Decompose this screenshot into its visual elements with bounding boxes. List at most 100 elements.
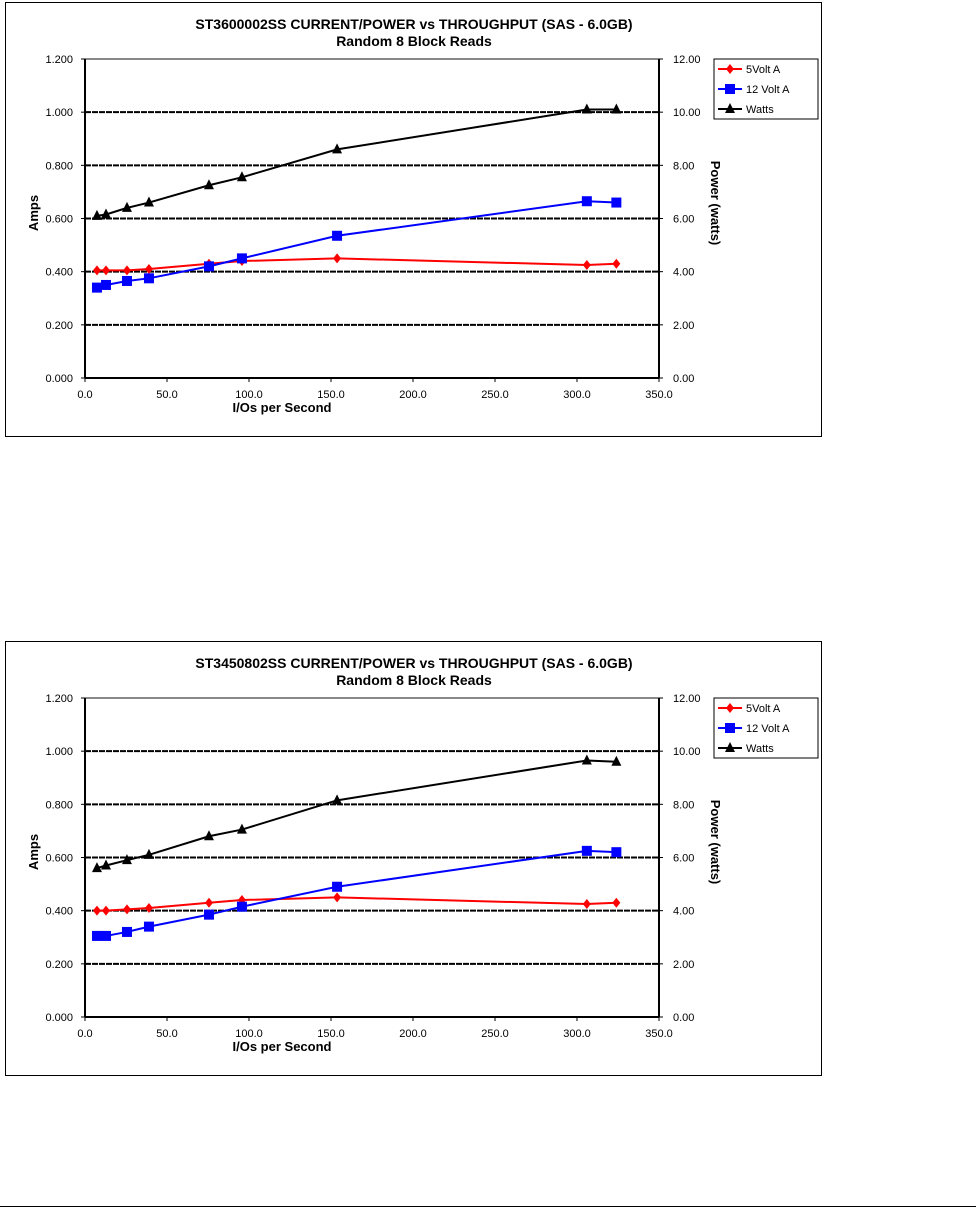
data-point-triangle [332, 794, 343, 805]
data-point-square [236, 253, 247, 264]
data-point-triangle [725, 742, 735, 752]
data-point-triangle [203, 830, 214, 841]
data-point-diamond [582, 260, 591, 271]
chart-subtitle: Random 8 Block Reads [336, 672, 492, 688]
y-tick-label: 0.800 [45, 799, 73, 811]
x-tick-label: 50.0 [156, 1028, 177, 1040]
legend-label: 5Volt A [746, 64, 781, 76]
data-point-square [611, 847, 622, 858]
y-axis-label: Amps [26, 834, 41, 870]
y2-axis-label: Power (watts) [708, 800, 723, 885]
data-point-triangle [91, 862, 102, 873]
y2-tick-label: 10.00 [673, 107, 701, 119]
data-point-diamond [333, 892, 342, 903]
series-line [96, 849, 617, 937]
y2-tick-label: 0.00 [673, 373, 694, 385]
x-tick-label: 300.0 [563, 1028, 591, 1040]
y-tick-label: 0.400 [45, 906, 73, 918]
data-point-diamond [612, 897, 621, 908]
data-point-triangle [121, 201, 132, 212]
data-point-triangle [143, 196, 154, 207]
data-point-triangle [100, 859, 111, 870]
x-tick-label: 150.0 [317, 1028, 345, 1040]
data-point-square [332, 881, 343, 892]
data-point-triangle [581, 103, 592, 114]
series-12-volt-a [91, 845, 622, 941]
series-line [96, 200, 617, 289]
y-tick-label: 1.200 [45, 54, 73, 66]
chart-title: ST3600002SS CURRENT/POWER vs THROUGHPUT … [195, 16, 632, 32]
x-tick-label: 50.0 [156, 389, 177, 401]
data-point-diamond [333, 253, 342, 264]
data-point-square [332, 230, 343, 241]
y2-tick-label: 6.00 [673, 214, 694, 226]
chart-st3600002ss: ST3600002SS CURRENT/POWER vs THROUGHPUT … [5, 2, 822, 437]
data-point-diamond [122, 904, 131, 915]
series-line [96, 759, 617, 870]
data-point-diamond [144, 264, 153, 275]
data-point-square [121, 275, 132, 286]
y2-axis-label: Power (watts) [708, 161, 723, 246]
data-point-triangle [332, 143, 343, 154]
series-5volt-a [92, 892, 621, 916]
data-point-diamond [726, 703, 734, 713]
page-bottom-rule [0, 1206, 976, 1207]
x-tick-label: 200.0 [399, 389, 427, 401]
y-tick-label: 1.000 [45, 746, 73, 758]
data-point-triangle [143, 848, 154, 859]
x-tick-label: 200.0 [399, 1028, 427, 1040]
y2-tick-label: 4.00 [673, 906, 694, 918]
data-point-triangle [236, 171, 247, 182]
legend-label: 5Volt A [746, 703, 781, 715]
x-tick-label: 150.0 [317, 389, 345, 401]
y2-tick-label: 10.00 [673, 746, 701, 758]
data-point-diamond [92, 265, 101, 276]
x-tick-label: 0.0 [77, 1028, 92, 1040]
y2-tick-label: 8.00 [673, 160, 694, 172]
data-point-triangle [121, 854, 132, 865]
data-point-triangle [236, 823, 247, 834]
data-point-triangle [725, 103, 735, 113]
y-tick-label: 1.000 [45, 107, 73, 119]
y2-tick-label: 12.00 [673, 54, 701, 66]
data-point-triangle [581, 754, 592, 765]
data-point-square [100, 279, 111, 290]
data-point-diamond [582, 899, 591, 910]
series-line [96, 896, 617, 912]
chart-title: ST3450802SS CURRENT/POWER vs THROUGHPUT … [195, 655, 632, 671]
data-point-diamond [101, 265, 110, 276]
y-tick-label: 0.000 [45, 1012, 73, 1024]
y2-tick-label: 4.00 [673, 267, 694, 279]
y-tick-label: 0.200 [45, 959, 73, 971]
y2-tick-label: 8.00 [673, 799, 694, 811]
legend-label: 12 Volt A [746, 84, 790, 96]
x-axis-label: I/Os per Second [233, 400, 332, 415]
data-point-triangle [91, 209, 102, 220]
data-point-square [143, 921, 154, 932]
y2-tick-label: 12.00 [673, 693, 701, 705]
data-point-triangle [100, 208, 111, 219]
y-tick-label: 0.600 [45, 214, 73, 226]
chart-st3450802ss: ST3450802SS CURRENT/POWER vs THROUGHPUT … [5, 641, 822, 1076]
series-line [96, 257, 617, 272]
y-tick-label: 0.400 [45, 267, 73, 279]
y2-tick-label: 6.00 [673, 853, 694, 865]
data-point-square [581, 845, 592, 856]
y2-tick-label: 0.00 [673, 1012, 694, 1024]
x-axis-label: I/Os per Second [233, 1039, 332, 1054]
x-tick-label: 300.0 [563, 389, 591, 401]
y2-tick-label: 2.00 [673, 959, 694, 971]
x-tick-label: 100.0 [235, 1028, 263, 1040]
x-tick-label: 0.0 [77, 389, 92, 401]
data-point-triangle [203, 179, 214, 190]
data-point-diamond [144, 903, 153, 914]
data-point-square [203, 909, 214, 920]
chart-subtitle: Random 8 Block Reads [336, 33, 492, 49]
x-tick-label: 100.0 [235, 389, 263, 401]
data-point-square [121, 926, 132, 937]
y-tick-label: 0.600 [45, 853, 73, 865]
data-point-diamond [204, 897, 213, 908]
y-tick-label: 0.000 [45, 373, 73, 385]
x-tick-label: 250.0 [481, 389, 509, 401]
legend: 5Volt A 12 Volt A Watts [713, 697, 819, 759]
